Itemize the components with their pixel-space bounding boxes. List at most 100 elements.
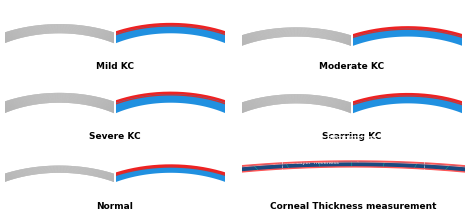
Polygon shape xyxy=(366,114,377,121)
Polygon shape xyxy=(335,100,342,108)
Polygon shape xyxy=(380,126,393,131)
Polygon shape xyxy=(82,26,86,35)
Polygon shape xyxy=(283,95,285,104)
Polygon shape xyxy=(198,127,211,132)
Polygon shape xyxy=(102,31,110,39)
Polygon shape xyxy=(125,181,133,187)
Polygon shape xyxy=(274,95,278,104)
Polygon shape xyxy=(150,66,164,70)
Polygon shape xyxy=(28,26,33,35)
Polygon shape xyxy=(139,124,154,130)
Polygon shape xyxy=(366,114,377,121)
Polygon shape xyxy=(0,104,7,112)
Polygon shape xyxy=(188,68,202,72)
Polygon shape xyxy=(383,60,397,65)
Polygon shape xyxy=(187,70,201,74)
Polygon shape xyxy=(5,101,13,110)
Polygon shape xyxy=(244,35,251,43)
Polygon shape xyxy=(150,200,160,204)
Polygon shape xyxy=(191,65,204,70)
Polygon shape xyxy=(8,100,16,109)
Polygon shape xyxy=(374,51,386,58)
Polygon shape xyxy=(237,104,245,112)
Polygon shape xyxy=(106,32,114,41)
Polygon shape xyxy=(126,112,137,119)
Polygon shape xyxy=(390,67,403,71)
Polygon shape xyxy=(109,174,115,180)
Polygon shape xyxy=(159,212,170,215)
Polygon shape xyxy=(74,94,77,103)
Polygon shape xyxy=(12,30,19,39)
Polygon shape xyxy=(196,130,210,134)
Polygon shape xyxy=(50,166,52,173)
Polygon shape xyxy=(43,166,46,173)
Polygon shape xyxy=(273,29,276,38)
Polygon shape xyxy=(277,95,281,104)
Polygon shape xyxy=(48,166,50,173)
Polygon shape xyxy=(189,67,203,72)
Polygon shape xyxy=(57,93,58,103)
Polygon shape xyxy=(34,26,38,35)
Polygon shape xyxy=(283,28,285,37)
Polygon shape xyxy=(16,170,21,177)
Polygon shape xyxy=(212,116,224,122)
Polygon shape xyxy=(231,106,240,114)
Polygon shape xyxy=(152,202,162,206)
Polygon shape xyxy=(223,110,233,117)
Text: Corneal Thickness measurement: Corneal Thickness measurement xyxy=(270,202,437,212)
Polygon shape xyxy=(0,37,2,44)
Polygon shape xyxy=(264,97,269,106)
Polygon shape xyxy=(0,176,5,182)
Polygon shape xyxy=(218,113,229,120)
Polygon shape xyxy=(322,97,327,106)
Polygon shape xyxy=(78,94,82,104)
Polygon shape xyxy=(20,97,27,106)
Polygon shape xyxy=(234,37,243,46)
Polygon shape xyxy=(144,130,159,135)
Polygon shape xyxy=(26,96,31,105)
Polygon shape xyxy=(13,171,18,178)
Polygon shape xyxy=(17,170,22,177)
Polygon shape xyxy=(26,27,31,36)
Polygon shape xyxy=(289,28,290,37)
Polygon shape xyxy=(301,94,303,103)
Polygon shape xyxy=(385,133,400,138)
Polygon shape xyxy=(392,145,407,148)
Polygon shape xyxy=(257,98,263,107)
Polygon shape xyxy=(185,145,201,148)
Polygon shape xyxy=(135,119,148,125)
Polygon shape xyxy=(48,93,50,103)
Polygon shape xyxy=(152,68,166,72)
Polygon shape xyxy=(378,54,390,60)
Polygon shape xyxy=(142,55,155,60)
Polygon shape xyxy=(272,96,276,105)
Polygon shape xyxy=(335,32,341,41)
Polygon shape xyxy=(8,100,16,109)
Polygon shape xyxy=(364,113,375,120)
Polygon shape xyxy=(119,108,130,116)
Polygon shape xyxy=(241,35,249,44)
Polygon shape xyxy=(115,176,122,183)
Polygon shape xyxy=(333,32,339,41)
Polygon shape xyxy=(198,128,211,133)
Polygon shape xyxy=(0,106,3,114)
Polygon shape xyxy=(149,199,160,203)
Polygon shape xyxy=(377,123,390,129)
Polygon shape xyxy=(134,187,143,192)
Polygon shape xyxy=(79,25,83,35)
Polygon shape xyxy=(392,71,406,74)
Polygon shape xyxy=(389,66,403,71)
Polygon shape xyxy=(326,30,331,39)
Polygon shape xyxy=(310,95,312,104)
Polygon shape xyxy=(242,35,249,43)
Polygon shape xyxy=(0,175,7,181)
Polygon shape xyxy=(24,169,28,176)
Polygon shape xyxy=(226,108,236,116)
Polygon shape xyxy=(180,83,194,85)
Polygon shape xyxy=(76,94,80,104)
Polygon shape xyxy=(0,176,5,182)
Polygon shape xyxy=(383,130,397,135)
Polygon shape xyxy=(202,55,215,61)
Polygon shape xyxy=(125,41,136,48)
Polygon shape xyxy=(243,35,250,43)
